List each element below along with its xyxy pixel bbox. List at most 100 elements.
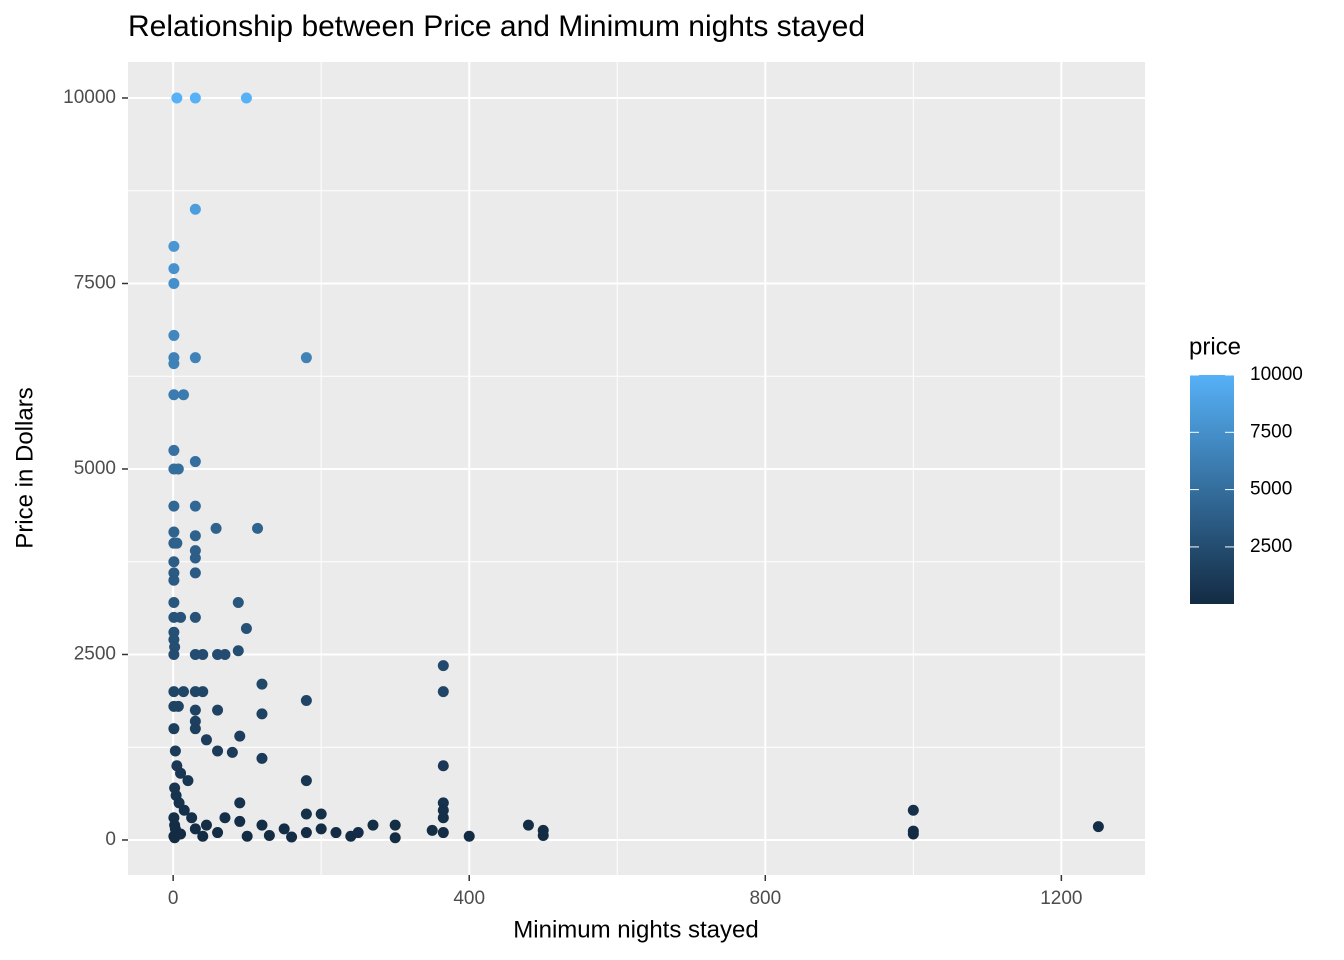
point bbox=[256, 708, 268, 720]
y-axis-title: Price in Dollars bbox=[11, 387, 38, 548]
point bbox=[178, 804, 190, 816]
x-axis-title: Minimum nights stayed bbox=[513, 916, 758, 943]
point bbox=[219, 648, 231, 660]
point bbox=[352, 827, 364, 839]
point bbox=[426, 824, 438, 836]
point bbox=[437, 686, 449, 698]
point bbox=[168, 648, 180, 660]
point bbox=[437, 660, 449, 672]
point bbox=[226, 746, 238, 758]
point bbox=[189, 723, 201, 735]
point bbox=[212, 745, 224, 757]
point bbox=[189, 352, 201, 364]
point bbox=[189, 456, 201, 468]
point bbox=[186, 812, 198, 824]
point bbox=[256, 752, 268, 764]
point bbox=[168, 389, 180, 401]
point bbox=[178, 389, 190, 401]
point bbox=[175, 767, 187, 779]
point bbox=[168, 556, 180, 568]
y-tick-label: 2500 bbox=[74, 643, 116, 664]
point bbox=[168, 329, 180, 341]
legend-title: price bbox=[1189, 333, 1241, 360]
point bbox=[300, 827, 312, 839]
y-tick-label: 5000 bbox=[74, 458, 116, 479]
point bbox=[210, 522, 222, 534]
point bbox=[171, 92, 183, 104]
point bbox=[189, 567, 201, 579]
point bbox=[907, 828, 919, 840]
point bbox=[168, 240, 180, 252]
x-tick-label: 1200 bbox=[1040, 888, 1082, 909]
point bbox=[212, 827, 224, 839]
point bbox=[168, 500, 180, 512]
point bbox=[300, 352, 312, 364]
point bbox=[189, 611, 201, 623]
point bbox=[168, 723, 180, 735]
point bbox=[367, 819, 379, 831]
point bbox=[189, 704, 201, 716]
point bbox=[437, 812, 449, 824]
point bbox=[219, 812, 231, 824]
point bbox=[200, 734, 212, 746]
point bbox=[197, 648, 209, 660]
point bbox=[389, 832, 401, 844]
legend-label: 7500 bbox=[1250, 421, 1292, 442]
point bbox=[241, 830, 253, 842]
point bbox=[189, 530, 201, 542]
point bbox=[200, 819, 212, 831]
point bbox=[172, 463, 184, 475]
point bbox=[168, 686, 180, 698]
point bbox=[437, 827, 449, 839]
point bbox=[168, 444, 180, 456]
point bbox=[1092, 821, 1104, 833]
point bbox=[232, 645, 244, 657]
x-tick-label: 400 bbox=[453, 888, 485, 909]
point bbox=[189, 500, 201, 512]
point bbox=[175, 828, 187, 840]
point bbox=[234, 797, 246, 809]
point bbox=[286, 831, 298, 843]
point bbox=[256, 819, 268, 831]
point bbox=[300, 694, 312, 706]
point bbox=[168, 277, 180, 289]
point bbox=[537, 830, 549, 842]
y-tick-label: 0 bbox=[105, 829, 116, 850]
point bbox=[234, 730, 246, 742]
point bbox=[256, 678, 268, 690]
point bbox=[240, 623, 252, 635]
legend-label: 5000 bbox=[1250, 479, 1292, 500]
chart-title: Relationship between Price and Minimum n… bbox=[128, 10, 865, 43]
point bbox=[278, 823, 290, 835]
point bbox=[463, 830, 475, 842]
x-tick-label: 0 bbox=[168, 888, 179, 909]
point bbox=[189, 92, 201, 104]
point bbox=[197, 830, 209, 842]
point bbox=[300, 775, 312, 787]
point bbox=[178, 686, 190, 698]
legend-label: 2500 bbox=[1250, 536, 1292, 557]
point bbox=[330, 827, 342, 839]
point bbox=[169, 745, 181, 757]
point bbox=[240, 92, 252, 104]
point bbox=[252, 522, 264, 534]
point bbox=[315, 808, 327, 820]
point bbox=[171, 537, 183, 549]
point bbox=[197, 686, 209, 698]
point bbox=[907, 804, 919, 816]
point bbox=[389, 819, 401, 831]
point bbox=[172, 700, 184, 712]
point bbox=[232, 597, 244, 609]
point bbox=[168, 358, 180, 370]
point bbox=[522, 819, 534, 831]
point bbox=[234, 815, 246, 827]
point bbox=[168, 597, 180, 609]
point bbox=[437, 760, 449, 772]
point bbox=[182, 775, 194, 787]
point bbox=[189, 552, 201, 564]
y-tick-label: 7500 bbox=[74, 273, 116, 294]
point bbox=[315, 823, 327, 835]
point bbox=[212, 704, 224, 716]
x-tick-label: 800 bbox=[749, 888, 781, 909]
